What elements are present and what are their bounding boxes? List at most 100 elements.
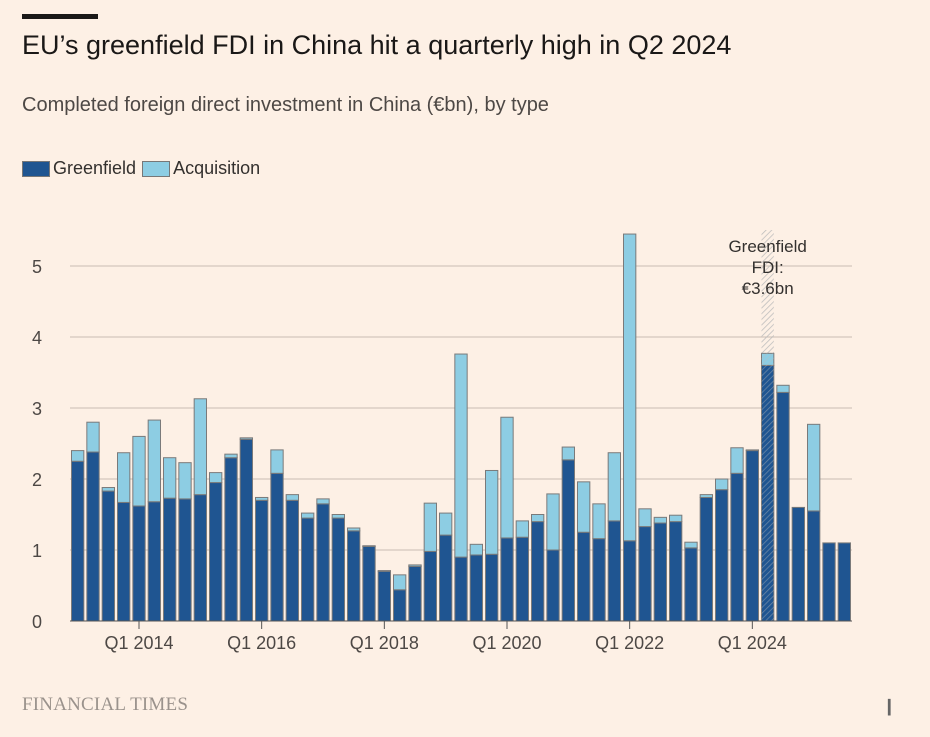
bar-acquisition-q2-2014 [147, 419, 162, 503]
bar-acquisition-q1-2023 [684, 541, 698, 549]
bar-acquisition-q3-2013 [101, 487, 115, 492]
bar-acquisition-q4-2023 [730, 447, 744, 474]
bar-greenfield-q3-2014 [163, 497, 177, 622]
bar-acquisition-q4-2019 [485, 469, 499, 555]
bar-greenfield-q2-2018 [393, 589, 407, 622]
legend-swatch-greenfield [22, 160, 50, 177]
bar-greenfield-q2-2015 [209, 482, 223, 622]
x-tick-label: Q1 2020 [472, 633, 541, 653]
bar-acquisition-q1-2025 [807, 423, 821, 512]
bar-acquisition-q3-2017 [347, 527, 361, 532]
bar-acquisition-q4-2013 [117, 452, 131, 503]
bar-acquisition-q3-2016 [285, 494, 299, 501]
bar-greenfield-q3-2015 [224, 457, 238, 622]
bar-greenfield-q3-2025 [837, 542, 852, 622]
bar-greenfield-q1-2019 [439, 534, 453, 622]
y-tick-label: 2 [32, 470, 42, 490]
bar-acquisition-q1-2021 [561, 446, 576, 461]
bar-greenfield-q4-2023 [730, 472, 744, 622]
bar-acquisition-q3-2014 [163, 457, 177, 499]
bar-greenfield-q1-2013 [71, 460, 85, 622]
y-tick-label: 3 [32, 399, 42, 419]
bar-acquisition-q3-2020 [531, 514, 545, 523]
annotation-highlight [761, 230, 774, 354]
bar-acquisition-q3-2015 [224, 453, 238, 459]
bar-greenfield-q3-2022 [653, 522, 668, 622]
bar-acquisition-q2-2022 [638, 508, 652, 528]
bar-acquisition-q2-2023 [699, 494, 714, 498]
bar-acquisition-q1-2014 [132, 435, 146, 507]
bar-acquisition-q3-2019 [469, 543, 483, 556]
bar-acquisition-q1-2017 [316, 498, 330, 505]
bar-greenfield-q4-2018 [423, 550, 437, 622]
bar-greenfield-q1-2021 [561, 459, 576, 622]
bar-greenfield-q4-2019 [485, 553, 499, 622]
chart-subtitle: Completed foreign direct investment in C… [22, 94, 549, 116]
bar-acquisition-q1-2015 [193, 398, 208, 496]
legend-item-acquisition: Acquisition [142, 158, 260, 179]
source-logo: FINANCIAL TIMES [22, 694, 189, 715]
bar-acquisition-q2-2015 [209, 472, 223, 484]
y-tick-label: 0 [32, 612, 42, 632]
legend: Greenfield Acquisition [22, 158, 266, 179]
bar-acquisition-q1-2016 [255, 496, 269, 501]
bar-greenfield-q4-2016 [301, 517, 315, 622]
bar-greenfield-q4-2020 [546, 549, 560, 622]
bar-acquisition-q2-2020 [515, 520, 530, 538]
bar-greenfield-q4-2013 [117, 501, 131, 622]
bar-greenfield-q2-2025 [822, 542, 836, 622]
bar-greenfield-q3-2023 [715, 489, 729, 622]
bar-acquisition-q3-2018 [408, 564, 422, 567]
bar-greenfield-q2-2023 [699, 496, 714, 622]
bar-acquisition-q2-2013 [86, 421, 100, 453]
bar-greenfield-q2-2020 [515, 536, 530, 622]
bar-acquisition-q1-2018 [377, 570, 391, 572]
bar-acquisition-q2-2018 [393, 574, 407, 591]
bar-greenfield-q1-2018 [377, 570, 391, 622]
brand-bar [22, 14, 98, 19]
legend-label-acquisition: Acquisition [173, 158, 261, 178]
bar-greenfield-q4-2024 [791, 506, 806, 622]
bar-acquisition-q1-2019 [439, 512, 453, 536]
bar-greenfield-q4-2021 [607, 520, 622, 622]
bar-greenfield-q2-2022 [638, 526, 652, 622]
bar-greenfield-q4-2017 [362, 545, 376, 622]
bar-acquisition-q2-2017 [331, 514, 345, 519]
annotation-label: FDI: [752, 258, 784, 277]
bar-greenfield-q3-2020 [531, 521, 545, 622]
bar-greenfield-q1-2017 [316, 503, 330, 622]
bar-greenfield-q3-2013 [101, 490, 115, 622]
bar-greenfield-q4-2022 [669, 521, 683, 622]
bar-greenfield-q4-2014 [178, 498, 192, 622]
bar-greenfield-q1-2022 [623, 540, 637, 622]
bar-greenfield-q1-2023 [684, 547, 698, 622]
bar-greenfield-q1-2024 [745, 450, 760, 622]
bar-greenfield-q3-2018 [408, 565, 422, 622]
bar-greenfield-q1-2015 [193, 494, 208, 622]
bar-greenfield-q3-2017 [347, 530, 361, 622]
bar-acquisition-q3-2024 [776, 384, 790, 393]
bar-greenfield-q2-2016 [270, 472, 284, 622]
chart-title: EU’s greenfield FDI in China hit a quart… [22, 30, 732, 60]
bar-acquisition-q4-2017 [362, 545, 376, 547]
bar-greenfield-q3-2024 [776, 391, 790, 622]
bar-acquisition-q1-2020 [500, 416, 514, 539]
legend-swatch-acquisition [142, 160, 171, 177]
x-tick-label: Q1 2018 [350, 633, 419, 653]
x-tick-label: Q1 2022 [595, 633, 664, 653]
bar-acquisition-q4-2018 [423, 502, 437, 552]
x-tick-label: Q1 2016 [227, 633, 296, 653]
x-tick-label: Q1 2024 [718, 633, 787, 653]
y-tick-label: 4 [32, 328, 42, 348]
bar-acquisition-q1-2022 [623, 233, 637, 542]
annotation-highlight-overlay [761, 353, 774, 621]
bar-greenfield-q3-2016 [285, 499, 299, 622]
bar-acquisition-q4-2016 [301, 512, 315, 519]
expand-icon[interactable]: ▎ [888, 699, 899, 715]
annotation-label: €3.6bn [742, 279, 794, 298]
bar-greenfield-q1-2020 [500, 537, 514, 622]
bar-acquisition-q4-2021 [607, 452, 622, 522]
bar-acquisition-q4-2022 [669, 514, 683, 523]
bar-greenfield-q3-2021 [592, 538, 606, 622]
